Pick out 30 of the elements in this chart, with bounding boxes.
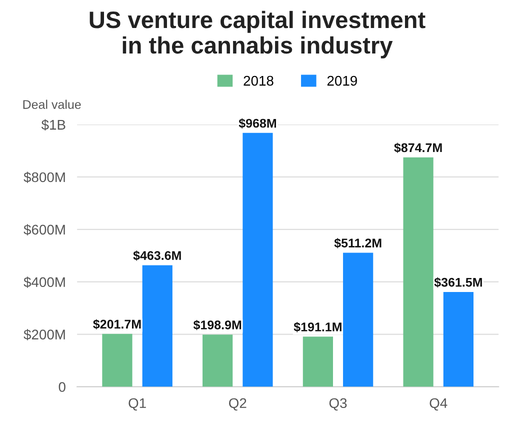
bar	[242, 132, 273, 387]
bar	[343, 252, 374, 387]
x-tick-label: Q2	[229, 398, 246, 411]
data-label: $511.2M	[334, 238, 382, 248]
y-tick-label: $800M	[24, 172, 65, 183]
data-label: $463.6M	[133, 250, 181, 261]
bar	[403, 157, 434, 387]
data-label: $968M	[238, 118, 276, 128]
data-label: $198.9M	[193, 320, 242, 330]
data-label: $361.5M	[434, 277, 482, 288]
y-tick-label: $600M	[24, 224, 65, 236]
y-tick-label: $200M	[24, 329, 65, 340]
bar	[142, 265, 172, 387]
chart-title: US venture capital investment in the cannabis industry	[90, 10, 426, 58]
y-tick-label: $400M	[24, 276, 65, 288]
data-label: $874.7M	[394, 142, 442, 153]
bar	[302, 336, 333, 387]
legend-label: 2018	[244, 76, 274, 86]
x-tick-label: Q4	[430, 398, 448, 411]
data-label: $191.1M	[294, 322, 342, 332]
y-axis-title: Deal value	[23, 100, 81, 109]
y-tick-label: 0	[58, 382, 66, 392]
y-tick-label: $1B	[41, 119, 66, 131]
x-tick-label: Q1	[128, 398, 146, 411]
data-label: $201.7M	[93, 319, 141, 330]
x-tick-label: Q3	[329, 398, 347, 411]
bar	[102, 334, 132, 387]
bar	[443, 292, 474, 387]
bar	[202, 334, 233, 387]
legend-label: 2019	[327, 76, 357, 86]
